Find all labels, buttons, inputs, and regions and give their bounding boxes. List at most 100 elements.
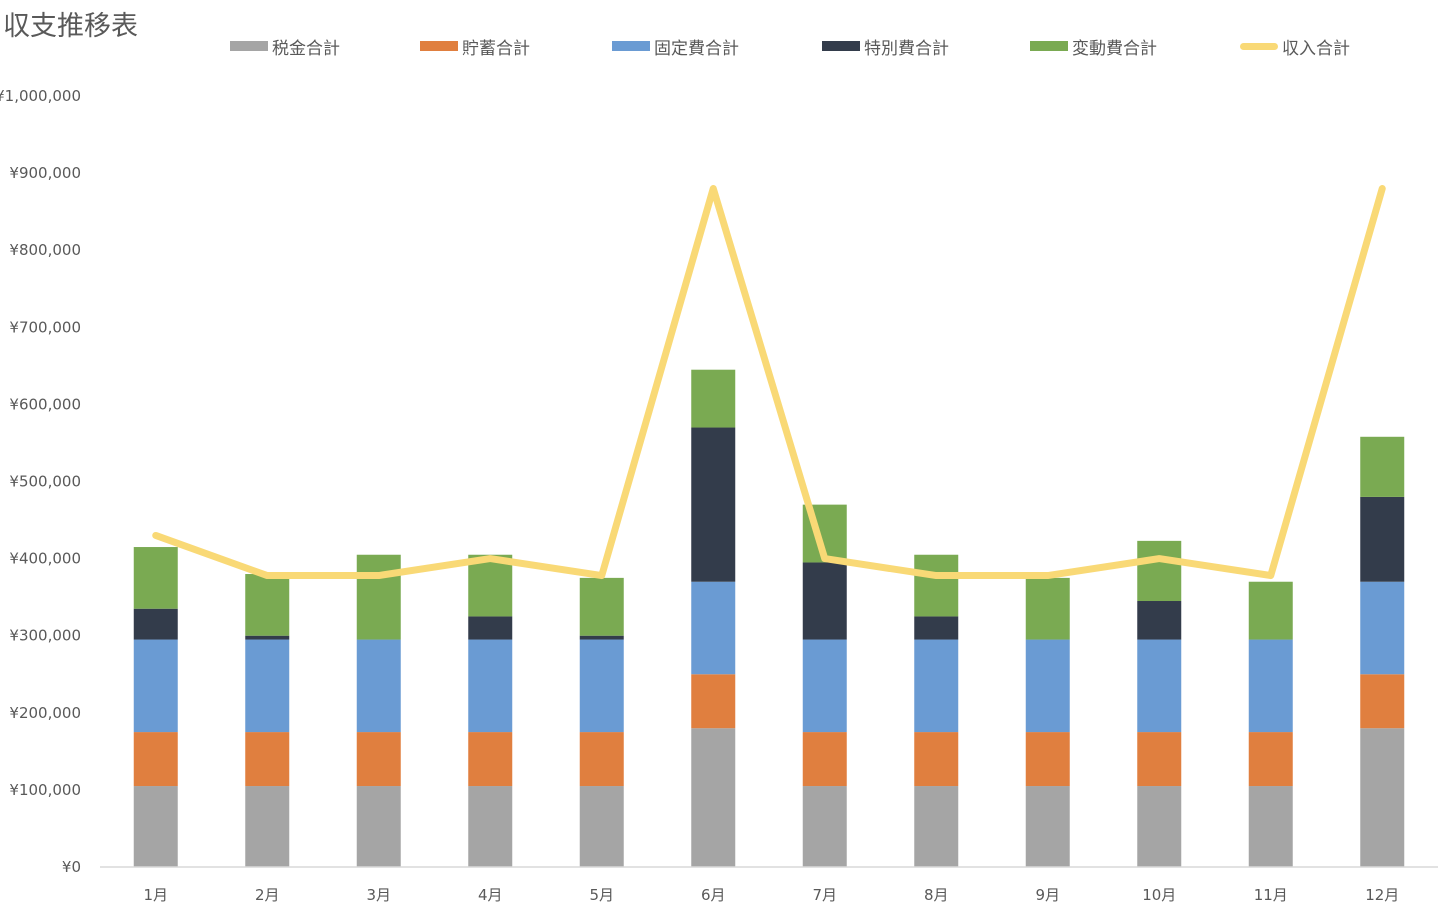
bar-tax[interactable] <box>579 786 624 867</box>
bar-variable[interactable] <box>468 554 513 617</box>
legend-label-variable: 変動費合計 <box>1072 38 1157 59</box>
bar-variable[interactable] <box>579 577 624 636</box>
legend-swatch-tax <box>230 41 268 51</box>
bar-variable[interactable] <box>1248 581 1293 640</box>
bar-fixed[interactable] <box>133 639 178 733</box>
line-income[interactable] <box>152 185 1386 580</box>
bar-fixed[interactable] <box>356 639 401 733</box>
bar-special[interactable] <box>914 616 959 640</box>
y-tick-label: ¥300,000 <box>9 627 81 645</box>
bar-fixed[interactable] <box>1248 639 1293 733</box>
legend-label-savings: 貯蓄合計 <box>462 38 530 59</box>
bar-variable[interactable] <box>1025 577 1070 640</box>
x-tick-label: 3月 <box>366 886 391 904</box>
bar-savings[interactable] <box>579 732 624 787</box>
legend-swatch-fixed <box>612 41 650 51</box>
bar-savings[interactable] <box>802 732 847 787</box>
bar-special[interactable] <box>691 427 736 582</box>
bar-variable[interactable] <box>356 554 401 640</box>
bar-savings[interactable] <box>914 732 959 787</box>
x-tick-label: 1月 <box>143 886 168 904</box>
x-tick-label: 8月 <box>924 886 949 904</box>
bar-fixed[interactable] <box>1025 639 1070 733</box>
bar-tax[interactable] <box>1248 786 1293 867</box>
legend-item-fixed[interactable]: 固定費合計 <box>612 33 739 59</box>
bar-special[interactable] <box>133 608 178 640</box>
legend-label-special: 特別費合計 <box>864 38 949 59</box>
y-tick-label: ¥900,000 <box>9 164 81 182</box>
bar-variable[interactable] <box>1360 436 1405 497</box>
bar-fixed[interactable] <box>914 639 959 733</box>
x-tick-label: 10月 <box>1142 886 1176 904</box>
bar-tax[interactable] <box>468 786 513 867</box>
bar-tax[interactable] <box>1360 728 1405 867</box>
bar-savings[interactable] <box>1248 732 1293 787</box>
y-axis: ¥0 ¥100,000 ¥200,000 ¥300,000 ¥400,000 ¥500,0… <box>0 87 81 876</box>
bar-tax[interactable] <box>356 786 401 867</box>
legend-item-savings[interactable]: 貯蓄合計 <box>420 33 530 59</box>
bar-tax[interactable] <box>691 728 736 867</box>
bar-tax[interactable] <box>914 786 959 867</box>
legend-item-special[interactable]: 特別費合計 <box>822 33 949 59</box>
bar-special[interactable] <box>802 562 847 640</box>
legend-label-tax: 税金合計 <box>272 38 340 59</box>
bar-tax[interactable] <box>1137 786 1182 867</box>
legend-item-variable[interactable]: 変動費合計 <box>1030 33 1157 59</box>
bar-savings[interactable] <box>245 732 290 787</box>
bar-savings[interactable] <box>356 732 401 787</box>
bar-variable[interactable] <box>691 369 736 428</box>
bar-fixed[interactable] <box>691 581 736 675</box>
y-tick-label: ¥1,000,000 <box>0 87 81 105</box>
y-tick-label: ¥400,000 <box>9 550 81 568</box>
bar-special[interactable] <box>245 635 290 640</box>
bar-variable[interactable] <box>914 554 959 617</box>
x-tick-label: 4月 <box>478 886 503 904</box>
legend-swatch-income <box>1240 42 1278 50</box>
bar-savings[interactable] <box>468 732 513 787</box>
y-tick-label: ¥0 <box>62 858 81 876</box>
bar-variable[interactable] <box>245 574 290 636</box>
legend-label-income: 収入合計 <box>1282 38 1350 59</box>
bar-special[interactable] <box>1360 496 1405 582</box>
bar-tax[interactable] <box>133 786 178 867</box>
x-axis: 1月 2月 3月 4月 5月 6月 7月 8月 9月 10月 11月 12月 <box>143 886 1399 904</box>
x-tick-label: 9月 <box>1035 886 1060 904</box>
y-tick-label: ¥700,000 <box>9 318 81 336</box>
bar-fixed[interactable] <box>245 639 290 733</box>
bar-tax[interactable] <box>1025 786 1070 867</box>
bar-savings[interactable] <box>1360 674 1405 729</box>
bar-savings[interactable] <box>1137 732 1182 787</box>
bar-special[interactable] <box>579 635 624 640</box>
bar-tax[interactable] <box>802 786 847 867</box>
chart-title: 収支推移表 <box>3 11 138 42</box>
y-tick-label: ¥600,000 <box>9 395 81 413</box>
bar-fixed[interactable] <box>1137 639 1182 733</box>
x-tick-label: 6月 <box>701 886 726 904</box>
x-tick-label: 5月 <box>589 886 614 904</box>
y-tick-label: ¥100,000 <box>9 781 81 799</box>
legend-swatch-special <box>822 41 860 51</box>
bar-variable[interactable] <box>133 547 178 609</box>
bar-special[interactable] <box>468 616 513 640</box>
x-tick-label: 2月 <box>255 886 280 904</box>
legend-swatch-variable <box>1030 41 1068 51</box>
bar-special[interactable] <box>1137 601 1182 640</box>
bar-savings[interactable] <box>133 732 178 787</box>
x-tick-label: 7月 <box>812 886 837 904</box>
bar-fixed[interactable] <box>1360 581 1405 675</box>
bar-tax[interactable] <box>245 786 290 867</box>
legend: 税金合計 貯蓄合計 固定費合計 特別費合計 変動費合計 収入合計 <box>0 33 1450 59</box>
bar-fixed[interactable] <box>802 639 847 733</box>
legend-label-fixed: 固定費合計 <box>654 38 739 59</box>
legend-item-tax[interactable]: 税金合計 <box>230 33 340 59</box>
bar-savings[interactable] <box>1025 732 1070 787</box>
bar-savings[interactable] <box>691 674 736 729</box>
bar-variable[interactable] <box>1137 540 1182 602</box>
line-series-group <box>152 185 1386 580</box>
bar-fixed[interactable] <box>579 639 624 733</box>
legend-item-income[interactable]: 収入合計 <box>1240 33 1350 59</box>
x-tick-label: 11月 <box>1254 886 1288 904</box>
y-tick-label: ¥500,000 <box>9 473 81 491</box>
bar-fixed[interactable] <box>468 639 513 733</box>
